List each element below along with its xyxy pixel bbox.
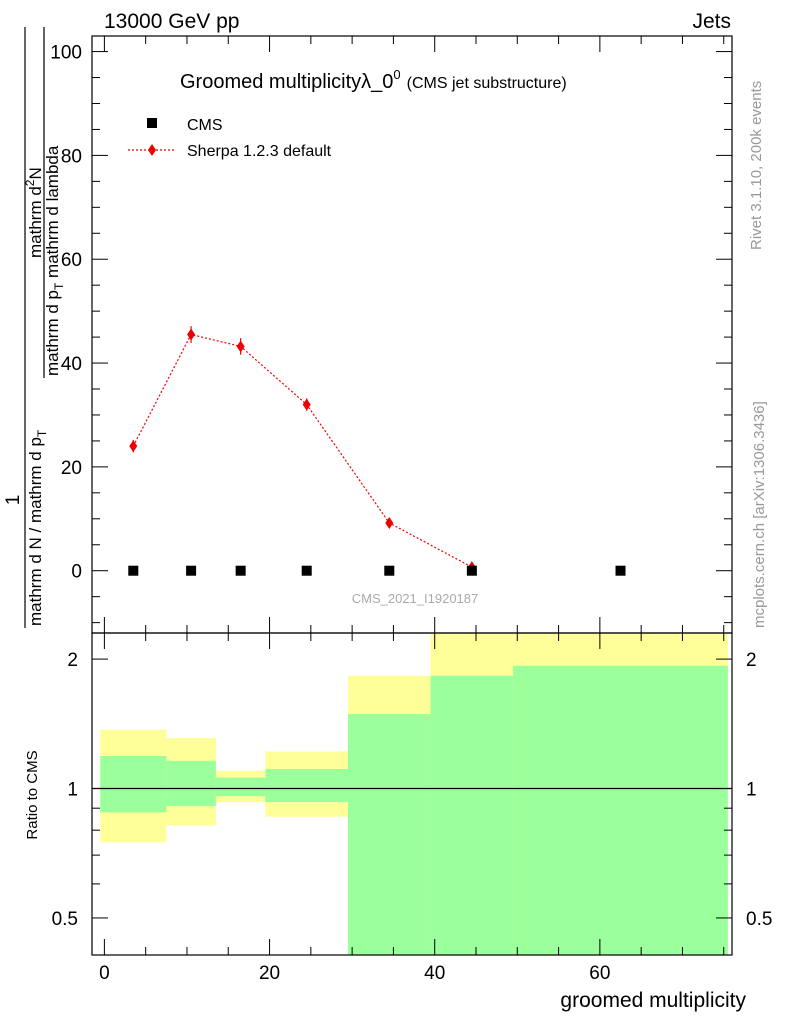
rivet-label: Rivet 3.1.10, 200k events bbox=[748, 81, 765, 250]
cms-point bbox=[301, 565, 312, 576]
ratio-y-label: Ratio to CMS bbox=[24, 750, 41, 839]
ratio-band-inner-5 bbox=[430, 675, 514, 955]
cms-point bbox=[384, 565, 395, 576]
ratio-axis-ticks: 0.5 0.5 1 1 2 2 bbox=[52, 650, 773, 930]
ratio-plot-frame bbox=[91, 632, 733, 956]
watermark: CMS_2021_I1920187 bbox=[352, 591, 479, 606]
ratio-y-tick-label-right: 0.5 bbox=[746, 909, 772, 930]
y-label-numerator-2: mathrm d2N bbox=[23, 167, 45, 258]
ratio-band-inner-2 bbox=[215, 777, 266, 797]
header-right: Jets bbox=[692, 10, 731, 33]
header-left: 13000 GeV pp bbox=[104, 10, 239, 33]
plot-title-main: Groomed multiplicity bbox=[180, 71, 361, 93]
ratio-y-tick-label-right: 2 bbox=[746, 650, 757, 671]
cms-point bbox=[466, 565, 477, 576]
y-label-den1-sub: T bbox=[35, 429, 49, 437]
y-label-den2-text: mathrm d p bbox=[43, 290, 62, 376]
mcplots-label: mcplots.cern.ch [arXiv:1306.3436] bbox=[751, 401, 768, 628]
main-y-tick-label: 100 bbox=[50, 43, 82, 64]
plot-title-sup: 0 bbox=[393, 67, 400, 82]
x-tick-label: 40 bbox=[424, 963, 445, 984]
main-y-tick-label: 20 bbox=[61, 458, 82, 479]
x-tick-label: 0 bbox=[99, 963, 110, 984]
y-label-den2-sub: T bbox=[52, 282, 66, 290]
cms-point bbox=[615, 565, 626, 576]
legend-sherpa-label: Sherpa 1.2.3 default bbox=[187, 143, 332, 160]
y-label-denominator-1: mathrm d N / mathrm d pT bbox=[26, 429, 49, 626]
main-y-tick-label: 80 bbox=[61, 146, 82, 167]
cms-point bbox=[186, 565, 197, 576]
ratio-bands-inner bbox=[100, 665, 728, 955]
cms-point bbox=[128, 565, 139, 576]
y-label-num2-rest: N bbox=[26, 167, 45, 179]
main-y-tick-label: 0 bbox=[71, 562, 82, 583]
plot-title-sub: (CMS jet substructure) bbox=[407, 75, 567, 92]
y-label-den2-rest: mathrm d lambda bbox=[43, 145, 62, 283]
ratio-y-tick-label-left: 0.5 bbox=[52, 909, 78, 930]
cms-series bbox=[128, 565, 626, 576]
ratio-y-tick-label-left: 2 bbox=[67, 650, 78, 671]
y-label-one: 1 bbox=[3, 495, 24, 506]
cms-point bbox=[235, 565, 246, 576]
x-tick-label: 60 bbox=[589, 963, 610, 984]
sherpa-point bbox=[385, 516, 394, 529]
sherpa-point bbox=[129, 440, 138, 453]
ratio-band-inner-3 bbox=[265, 769, 348, 803]
plot-title-lambda: λ_0 bbox=[361, 71, 393, 93]
legend-sherpa-marker bbox=[148, 144, 156, 156]
main-y-tick-label: 40 bbox=[61, 354, 82, 375]
sherpa-point bbox=[236, 340, 245, 353]
main-axis-ticks: 0 20 40 60 80 100 bbox=[50, 43, 732, 624]
ratio-band-inner-4 bbox=[348, 714, 431, 955]
sherpa-line bbox=[132, 333, 473, 568]
y-label-denominator-2: mathrm d pT mathrm d lambda bbox=[43, 145, 66, 376]
main-y-label: 1 mathrm d N / mathrm d pT mathrm d2N ma… bbox=[3, 27, 66, 628]
sherpa-series bbox=[129, 326, 476, 574]
y-label-num2-sup: 2 bbox=[23, 179, 37, 186]
x-tick-label: 20 bbox=[259, 963, 280, 984]
legend-cms-marker bbox=[147, 118, 157, 128]
ratio-band-inner-0 bbox=[100, 756, 167, 813]
ratio-band-inner-1 bbox=[166, 760, 216, 807]
sherpa-point bbox=[187, 328, 196, 341]
y-label-den1-text: mathrm d N / mathrm d p bbox=[26, 437, 45, 626]
sherpa-point bbox=[302, 398, 311, 411]
y-label-num2-text: mathrm d bbox=[26, 186, 45, 258]
ratio-y-tick-label-left: 1 bbox=[67, 780, 78, 801]
ratio-band-inner-6 bbox=[513, 665, 728, 955]
x-axis-ticks: 0 20 40 60 bbox=[99, 36, 725, 984]
plot-title: Groomed multiplicityλ_00 (CMS jet substru… bbox=[180, 67, 567, 93]
x-axis-label: groomed multiplicity bbox=[560, 989, 746, 1012]
legend-cms-label: CMS bbox=[187, 117, 223, 134]
ratio-y-tick-label-right: 1 bbox=[746, 780, 757, 801]
main-y-tick-label: 60 bbox=[61, 250, 82, 271]
